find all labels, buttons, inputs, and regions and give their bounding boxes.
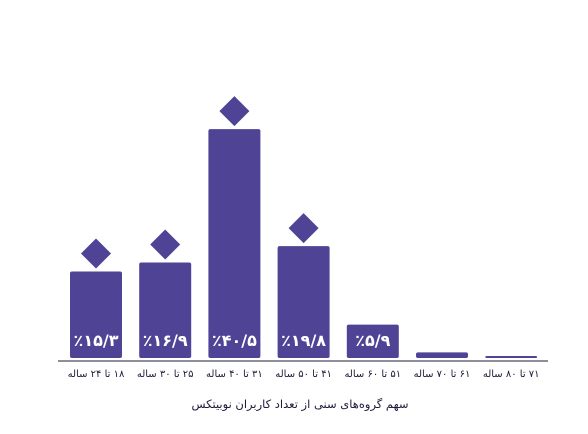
data-label-2: ٪۱۶/۹ — [143, 331, 188, 350]
bar-6 — [416, 352, 468, 358]
x-tick-label-4: ۴۱ تا ۵۰ ساله — [275, 369, 332, 380]
x-tick-label-2: ۲۵ تا ۳۰ ساله — [137, 369, 194, 380]
x-tick-label-5: ۵۱ تا ۶۰ ساله — [344, 369, 401, 380]
diamond-marker-4 — [288, 213, 319, 244]
data-label-4: ٪۱۹/۸ — [281, 331, 326, 350]
diamond-marker-1 — [81, 238, 111, 269]
bar-4 — [277, 246, 330, 358]
data-label-3: ٪۴۰/۵ — [212, 331, 257, 350]
bar-7 — [485, 356, 538, 358]
x-tick-label-1: ۱۸ تا ۲۴ ساله — [68, 369, 125, 380]
x-tick-label-3: ۳۱ تا ۴۰ ساله — [206, 369, 263, 380]
markers-layer — [81, 96, 319, 269]
x-axis-title: سهم گروه‌های سنی از تعداد کاربران نوبیتک… — [191, 397, 408, 412]
x-tick-labels-layer: ۱۸ تا ۲۴ ساله ۲۵ تا ۳۰ ساله ۳۱ تا ۴۰ ساله ۴… — [68, 369, 540, 380]
bar-5 — [346, 324, 399, 358]
data-label-1: ٪۱۵/۳ — [74, 331, 119, 350]
diamond-marker-2 — [150, 229, 181, 260]
x-tick-label-7: ۷۱ تا ۸۰ ساله — [483, 369, 540, 380]
bars-layer — [70, 129, 538, 358]
diamond-marker-3 — [219, 96, 250, 127]
x-tick-label-6: ۶۱ تا ۷۰ ساله — [414, 369, 471, 380]
data-label-5: ٪۵/۹ — [355, 331, 390, 350]
data-labels-layer: ٪۱۵/۳ ٪۱۶/۹ ٪۴۰/۵ ٪۱۹/۸ ٪۵/۹ — [74, 331, 391, 350]
bar-1 — [70, 271, 122, 358]
bar-3 — [208, 129, 261, 358]
bar-2 — [139, 262, 192, 358]
